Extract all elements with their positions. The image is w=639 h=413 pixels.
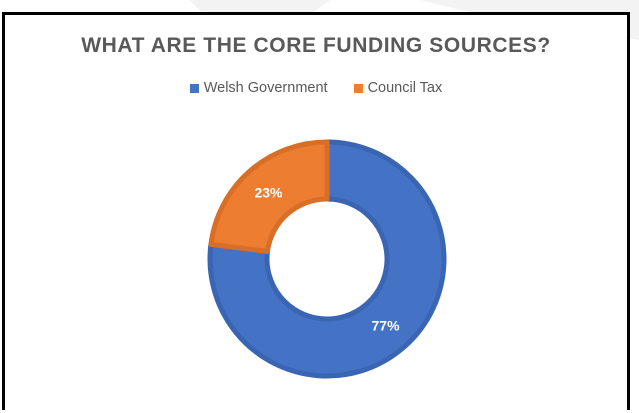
data-label-welsh-government: 77%: [372, 317, 401, 333]
chart-frame: WHAT ARE THE CORE FUNDING SOURCES? Welsh…: [2, 12, 630, 410]
slice-welsh-government: [207, 139, 447, 379]
legend-label-welsh-government: Welsh Government: [203, 80, 328, 96]
legend-item-council-tax: Council Tax: [353, 80, 443, 96]
legend-swatch-council-tax: [353, 83, 363, 93]
legend-item-welsh-government: Welsh Government: [189, 80, 328, 96]
legend-swatch-welsh-government: [189, 83, 199, 93]
chart-legend: Welsh Government Council Tax: [5, 80, 627, 96]
legend-label-council-tax: Council Tax: [367, 80, 443, 96]
slice-council-tax: [208, 139, 330, 254]
chart-title: WHAT ARE THE CORE FUNDING SOURCES?: [81, 34, 551, 57]
data-label-council-tax: 23%: [254, 185, 283, 201]
doughnut-chart: 77% 23%: [207, 139, 447, 379]
